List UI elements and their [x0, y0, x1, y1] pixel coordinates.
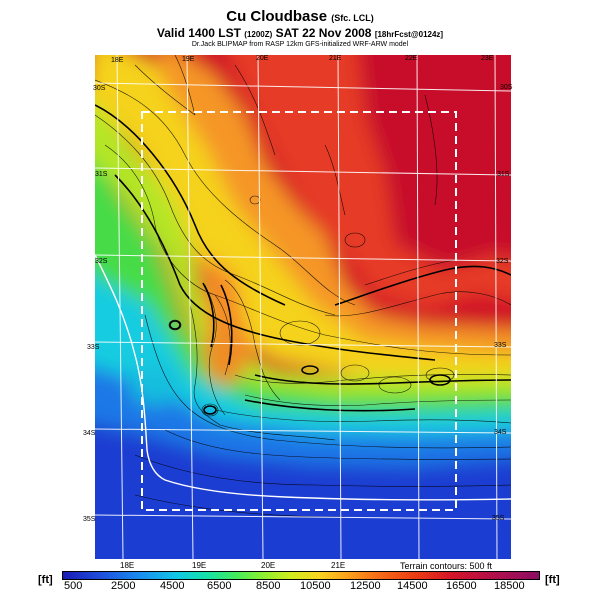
terrain-contours [95, 55, 511, 518]
lon-label-20e-bottom: 20E [261, 561, 276, 570]
field-lime [95, 105, 511, 395]
colorbar-label-6500: 6500 [207, 580, 232, 592]
credit-line: Dr.Jack BLIPMAP from RASP 12km GFS-initi… [191, 41, 409, 48]
lat-label-30s-left: 30S [93, 85, 106, 92]
field-blue-blob [130, 365, 180, 405]
colorbar-label-10500: 10500 [300, 580, 331, 592]
lat-label-30s-right: 30S [500, 84, 513, 91]
lon-label-21e-bottom: 21E [331, 561, 346, 570]
lon-label-19e-top: 19E [182, 56, 195, 63]
lat-label-33s-right: 33S [494, 342, 507, 349]
lon-label-18e-bottom: 18E [120, 561, 135, 570]
cloudbase-contours [95, 104, 511, 415]
lat-label-35s-right: 35S [492, 515, 505, 522]
lat-label-32s-right: 32S [496, 258, 509, 265]
lat-label-33s-left: 33S [87, 344, 100, 351]
lat-label-31s-left: 31S [95, 171, 108, 178]
colorbar-label-4500: 4500 [160, 580, 185, 592]
lon-label-21e-top: 21E [329, 55, 342, 62]
lat-label-34s-right: 34S [494, 429, 507, 436]
colorbar-label-8500: 8500 [256, 580, 281, 592]
valid-time: Valid 1400 LST (1200Z) SAT 22 Nov 2008 [… [156, 26, 444, 40]
lon-label-18e-top: 18E [111, 57, 124, 64]
map-title: Cu Cloudbase (Sfc. LCL) [226, 8, 374, 25]
colorbar-unit-left: [ft] [38, 574, 53, 586]
colorbar-label-16500: 16500 [446, 580, 477, 592]
colorbar [62, 571, 540, 580]
field-deep-blue [95, 301, 511, 559]
field-orange [159, 55, 511, 350]
terrain-contour-note: Terrain contours: 500 ft [400, 561, 493, 571]
lat-label-35s-left: 35S [83, 516, 96, 523]
lat-label-32s-left: 32S [95, 258, 108, 265]
lon-label-20e-top: 20E [256, 55, 269, 62]
lat-label-31s-right: 31S [497, 171, 510, 178]
colorbar-label-14500: 14500 [397, 580, 428, 592]
cloudbase-map [95, 55, 511, 559]
lon-label-19e-bottom: 19E [192, 561, 207, 570]
colorbar-label-18500: 18500 [494, 580, 525, 592]
lon-label-22e-top: 22E [405, 55, 418, 62]
colorbar-label-500: 500 [64, 580, 83, 592]
coastline [95, 254, 511, 501]
colorbar-label-12500: 12500 [350, 580, 381, 592]
colorbar-unit-right: [ft] [545, 574, 560, 586]
field-crimson [358, 55, 511, 270]
lon-label-23e-top: 23E [481, 55, 494, 62]
lat-label-34s-left: 34S [83, 430, 96, 437]
field-warm-blob [203, 325, 247, 385]
colorbar-label-2500: 2500 [111, 580, 136, 592]
inner-domain-box [141, 111, 457, 511]
field-green [95, 159, 511, 413]
